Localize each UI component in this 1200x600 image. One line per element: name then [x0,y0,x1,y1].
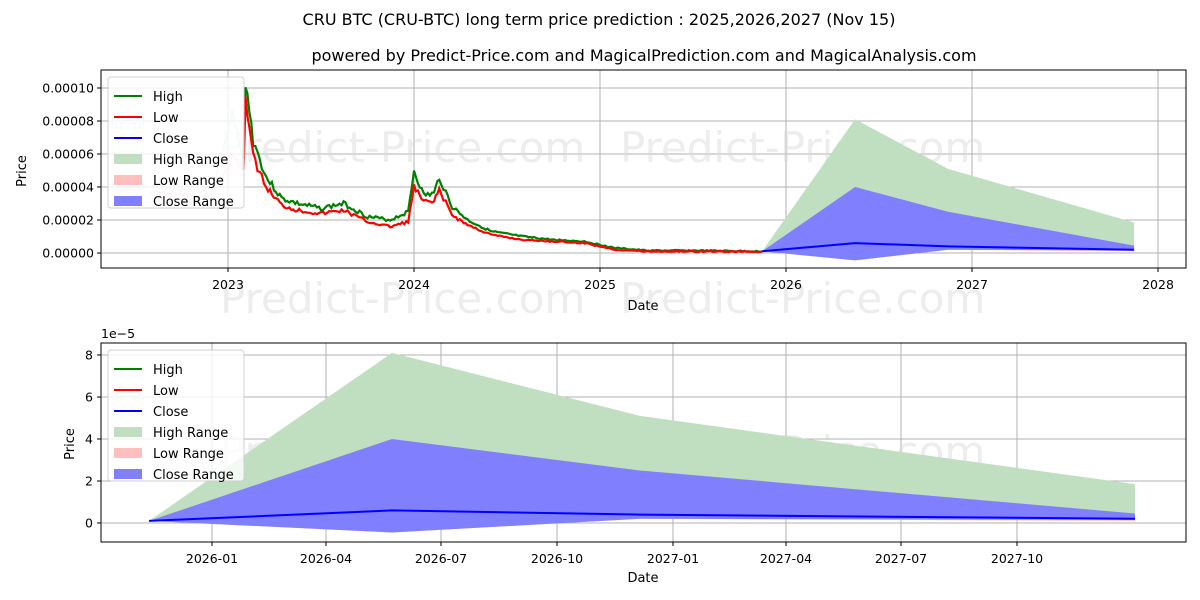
bottom-plot-area [148,352,1136,533]
chart-title: CRU BTC (CRU-BTC) long term price predic… [302,10,896,29]
close-range-band [762,187,1135,261]
legend-swatch [114,448,142,458]
forecast-chart: Predict-Price.com Predict-Price.com 2026… [63,326,1187,586]
x-tick-label: 2023 [212,277,244,292]
y-tick-label: 0.00000 [42,246,94,261]
x-tick-label: 2027-10 [991,551,1043,566]
y-offset-label: 1e−5 [101,326,135,341]
legend-label: Low [153,111,179,126]
top-x-axis-label: Date [627,299,658,314]
legend-swatch [114,196,142,206]
chart-subtitle: powered by Predict-Price.com and Magical… [311,46,977,65]
legend-label: High Range [153,426,228,441]
close-line [148,509,1136,522]
top-y-axis-label: Price [15,155,30,187]
top-axes-frame [100,69,1187,269]
y-tick-label: 0.00006 [42,147,94,162]
y-tick-label: 2 [85,474,93,489]
x-tick-label: 2027-04 [760,551,812,566]
close-range-band [149,439,1135,533]
bottom-y-axis-label: Price [63,428,78,460]
legend-swatch [114,175,142,185]
x-tick-label: 2027-01 [647,551,699,566]
watermark-text: Predict-Price.com [620,274,985,323]
top-watermark: Predict-Price.com Predict-Price.com Pred… [220,123,985,323]
legend-label: High [153,363,183,378]
legend-label: Close [153,132,188,147]
legend-label: High Range [153,153,228,168]
bottom-axes-frame [100,342,1187,543]
legend-label: Close Range [153,195,234,210]
bottom-legend: High Low Close High Range Low Range Close Ran… [107,349,245,483]
y-tick-label: 0 [85,516,93,531]
x-tick-label: 2027 [956,277,988,292]
legend-label: High [153,90,183,105]
low-line [242,96,763,254]
legend-swatch [114,469,142,479]
bottom-ticks: 2026-01 2026-04 2026-07 2026-10 2027-01 2027-… [85,348,1043,567]
x-tick-label: 2028 [1142,277,1174,292]
legend-label: Low Range [153,174,224,189]
y-tick-label: 4 [85,432,93,447]
x-tick-label: 2024 [398,277,430,292]
x-tick-label: 2027-07 [875,551,927,566]
y-tick-label: 0.00004 [42,180,94,195]
y-tick-label: 8 [85,348,93,363]
legend-swatch [114,154,142,164]
y-tick-label: 0.00010 [42,81,94,96]
y-tick-label: 0.00008 [42,114,94,129]
top-ticks: 2023 2024 2025 2026 2027 2028 0.00000 0.00002 0.… [42,81,1174,293]
close-line [762,242,1135,253]
legend-swatch [114,427,142,437]
legend-label: Low Range [153,447,224,462]
y-tick-label: 6 [85,390,93,405]
x-tick-label: 2026-04 [300,551,352,566]
legend-label: Close [153,405,188,420]
y-tick-label: 0.00002 [42,213,94,228]
watermark-text: Predict-Price.com [220,274,585,323]
top-plot-area [149,86,1135,261]
bottom-x-axis-label: Date [627,571,658,586]
watermark-text: Predict-Price.com [220,123,585,172]
x-tick-label: 2026-07 [415,551,467,566]
legend-label: Close Range [153,468,234,483]
legend-label: Low [153,384,179,399]
top-legend: High Low Close High Range Low Range Close Ran… [107,76,245,210]
x-tick-label: 2026 [770,277,802,292]
high-line [242,86,763,254]
long-term-chart: Predict-Price.com Predict-Price.com Pred… [15,69,1187,323]
x-tick-label: 2026-10 [531,551,583,566]
x-tick-label: 2025 [584,277,616,292]
x-tick-label: 2026-01 [186,551,238,566]
